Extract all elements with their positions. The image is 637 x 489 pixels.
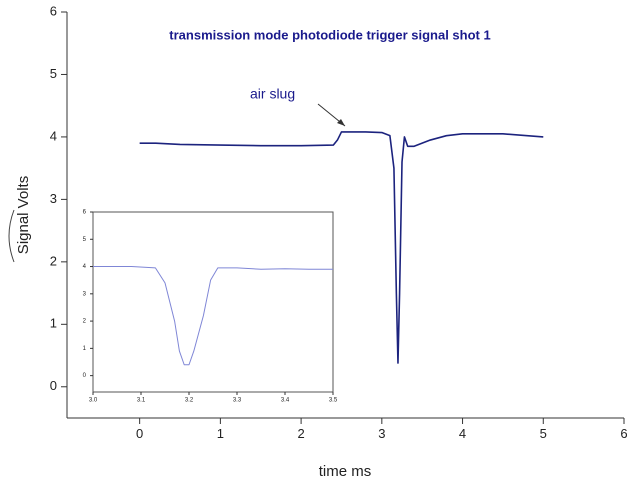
y-tick-label: 1: [83, 346, 87, 352]
y-tick-label: 6: [83, 210, 87, 216]
y-tick-label: 2: [50, 253, 57, 268]
y-tick-label: 2: [83, 319, 87, 325]
x-tick-label: 3.2: [185, 397, 194, 403]
line-series: [139, 131, 544, 364]
x-tick-label: 1: [217, 426, 224, 441]
decoration: [8, 209, 15, 263]
x-tick-label: 0: [136, 426, 143, 441]
y-tick-label: 0: [83, 373, 87, 379]
x-tick-label: 3.1: [137, 397, 146, 403]
y-tick-label: 6: [50, 3, 57, 18]
x-tick-label: 3: [378, 426, 385, 441]
x-tick-label: 2: [297, 426, 304, 441]
x-tick-label: 6: [620, 426, 627, 441]
y-tick-label: 3: [83, 291, 87, 297]
y-tick-label: 4: [83, 264, 87, 270]
x-tick-label: 4: [459, 426, 466, 441]
chart-title: transmission mode photodiode trigger sig…: [169, 27, 490, 42]
x-axis-label: time ms: [319, 463, 372, 480]
x-tick-label: 5: [540, 426, 547, 441]
y-tick-label: 5: [83, 237, 87, 243]
y-axis-label: Signal Volts: [15, 176, 32, 254]
x-tick-label: 3.3: [233, 397, 242, 403]
y-tick-label: 0: [50, 378, 57, 393]
x-tick-label: 3.0: [89, 397, 98, 403]
y-tick-label: 4: [50, 128, 57, 143]
x-tick-label: 3.5: [329, 397, 338, 403]
annotation-arrowhead: [337, 119, 345, 126]
x-tick-label: 3.4: [281, 397, 290, 403]
inset-frame: [92, 211, 334, 393]
y-tick-label: 3: [50, 191, 57, 206]
y-tick-label: 5: [50, 66, 57, 81]
annotation: air slug: [250, 86, 295, 102]
y-tick-label: 1: [50, 316, 57, 331]
line-series: [93, 266, 333, 366]
